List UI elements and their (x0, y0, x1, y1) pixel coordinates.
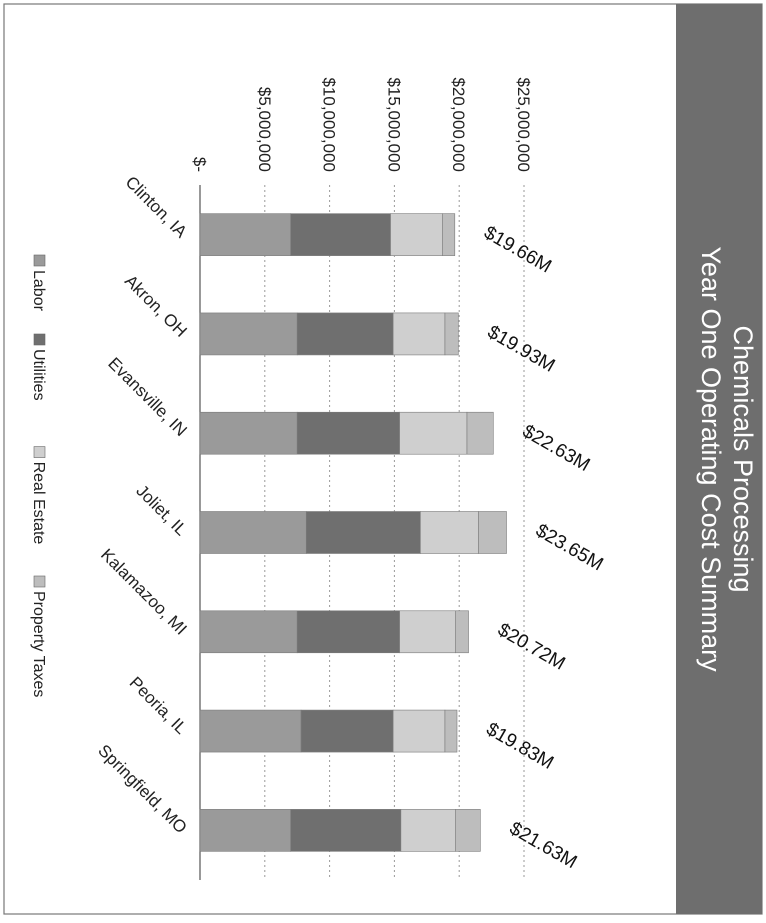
bar-segment (290, 213, 391, 256)
bar-segment (390, 213, 443, 256)
bar-segment (399, 411, 468, 455)
bars (199, 213, 507, 852)
legend-swatch (33, 254, 46, 267)
legend-group: Labor Utilities Real Estate Property Taxes (30, 254, 47, 697)
bar-segment (400, 809, 456, 852)
bar-segment (199, 312, 298, 356)
chart-subtitle: Year One Operating Cost Summary (696, 246, 726, 672)
legend-swatch (33, 575, 46, 588)
bar-segment (199, 809, 292, 852)
bar-segment (444, 709, 458, 753)
value-tick-label: $- (190, 157, 209, 172)
bar-segment (444, 312, 459, 356)
bar-segment (478, 511, 507, 554)
bar-segment (305, 511, 421, 554)
bar-segment (296, 411, 400, 455)
bar-segment (199, 213, 292, 256)
legend-swatch (33, 446, 46, 458)
value-axis-ticks: $- $5,000,000 $10,000,000 $15,000,000 $20,00… (190, 77, 533, 172)
bar-segment (290, 809, 402, 852)
value-tick-label: $25,000,000 (514, 77, 533, 172)
bar-segment (199, 610, 298, 654)
bar-segment (392, 709, 446, 753)
bar-segment (300, 709, 394, 753)
legend-label: Property Taxes (30, 591, 47, 697)
bar-segment (420, 511, 479, 554)
chart-title: Chemicals Processing (728, 325, 758, 592)
legend-label: Real Estate (30, 462, 47, 545)
bar-segment (296, 610, 400, 654)
bar-segment (199, 511, 307, 554)
bar-segment (399, 610, 456, 654)
bar-segment (199, 411, 298, 455)
legend-swatch (33, 333, 46, 346)
bar-segment (442, 213, 456, 256)
bar-segment (455, 809, 481, 852)
legend-label: Labor (30, 270, 47, 312)
bar-segment (466, 411, 494, 455)
value-tick-label: $5,000,000 (255, 87, 274, 172)
bar-segment (199, 709, 302, 753)
legend: Labor Utilities Real Estate Property Taxes (30, 254, 47, 697)
value-tick-label: $15,000,000 (384, 77, 403, 172)
value-tick-label: $20,000,000 (449, 77, 468, 172)
legend-label: Utilities (30, 349, 47, 401)
title-band (676, 4, 762, 914)
value-tick-label: $10,000,000 (320, 77, 339, 172)
bar-segment (392, 312, 446, 356)
bar-segment (296, 312, 394, 356)
bar-segment (455, 610, 469, 654)
